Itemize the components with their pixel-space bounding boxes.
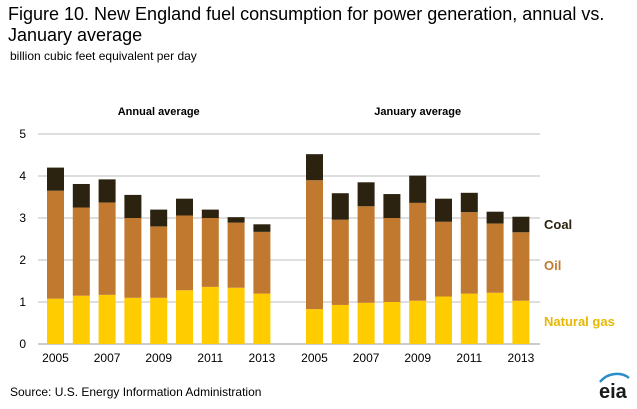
bar-natural-gas-2009 bbox=[150, 297, 168, 344]
bar-coal-2008 bbox=[124, 194, 142, 218]
bar-coal-2009 bbox=[150, 209, 168, 227]
bar-oil-2005 bbox=[47, 190, 64, 299]
x-tick-label: 2005 bbox=[301, 351, 328, 365]
bar-oil-2007 bbox=[357, 206, 375, 303]
logo-swoosh bbox=[599, 372, 630, 383]
bar-oil-2007 bbox=[98, 202, 116, 295]
panel-labels: Annual average January average bbox=[118, 106, 461, 118]
bar-natural-gas-2006 bbox=[331, 304, 349, 344]
bar-natural-gas-2011 bbox=[460, 293, 478, 344]
bar-oil-2008 bbox=[383, 218, 401, 302]
x-tick-label: 2007 bbox=[94, 351, 121, 365]
bar-oil-2010 bbox=[176, 215, 193, 291]
chart-title: Figure 10. New England fuel consumption … bbox=[8, 4, 605, 45]
x-tick-label: 2009 bbox=[404, 351, 431, 365]
bar-coal-2010 bbox=[435, 198, 452, 222]
bar-oil-2011 bbox=[201, 218, 219, 287]
legend-label-oil: Oil bbox=[544, 258, 561, 273]
bar-oil-2012 bbox=[486, 223, 504, 293]
bar-coal-2006 bbox=[72, 183, 90, 208]
bar-coal-2005 bbox=[306, 154, 323, 181]
legend-label-natural-gas: Natural gas bbox=[544, 314, 615, 329]
bar-natural-gas-2009 bbox=[409, 300, 427, 344]
grid-layer bbox=[38, 133, 540, 345]
bar-oil-2013 bbox=[512, 232, 530, 301]
x-tick-label: 2013 bbox=[249, 351, 276, 365]
y-tick-label: 0 bbox=[19, 337, 26, 351]
y-tick-label: 1 bbox=[19, 295, 26, 309]
bar-natural-gas-2010 bbox=[176, 290, 193, 344]
x-tick-label: 2011 bbox=[197, 351, 223, 365]
bar-oil-2010 bbox=[435, 221, 452, 297]
y-axis: 0 1 2 3 4 5 bbox=[19, 127, 26, 351]
panel-label: January average bbox=[374, 106, 461, 118]
bar-natural-gas-2007 bbox=[357, 302, 375, 344]
bar-natural-gas-2008 bbox=[383, 302, 401, 344]
legend-label-coal: Coal bbox=[544, 217, 572, 232]
bar-natural-gas-2008 bbox=[124, 297, 142, 344]
bar-natural-gas-2012 bbox=[227, 287, 245, 344]
bar-natural-gas-2007 bbox=[98, 294, 116, 344]
bar-natural-gas-2013 bbox=[512, 300, 530, 344]
x-tick-label: 2005 bbox=[42, 351, 69, 365]
eia-logo-icon: eia bbox=[599, 372, 630, 403]
bar-oil-2008 bbox=[124, 218, 142, 298]
bar-coal-2009 bbox=[409, 175, 427, 203]
y-tick-label: 4 bbox=[19, 169, 26, 183]
bar-natural-gas-2005 bbox=[47, 298, 64, 344]
x-tick-label: 2011 bbox=[456, 351, 482, 365]
bar-natural-gas-2005 bbox=[306, 309, 323, 344]
bar-oil-2006 bbox=[72, 207, 90, 296]
bar-oil-2005 bbox=[306, 180, 323, 310]
bar-coal-2012 bbox=[486, 211, 504, 224]
bar-coal-2011 bbox=[201, 209, 219, 218]
bar-oil-2009 bbox=[150, 226, 168, 298]
bar-coal-2011 bbox=[460, 192, 478, 213]
bar-coal-2012 bbox=[227, 217, 245, 223]
x-tick-label: 2009 bbox=[145, 351, 172, 365]
chart-subtitle: billion cubic feet equivalent per day bbox=[10, 49, 197, 63]
logo-wordmark: eia bbox=[599, 381, 628, 403]
bars-layer bbox=[47, 154, 530, 344]
x-tick-label: 2007 bbox=[353, 351, 380, 365]
bar-coal-2005 bbox=[47, 167, 64, 191]
bar-natural-gas-2012 bbox=[486, 292, 504, 344]
x-axis: 2005 2007 2009 2011 2013 2005 2007 2009 2011 2013 bbox=[42, 351, 534, 365]
panel-label: Annual average bbox=[118, 106, 200, 118]
bar-coal-2013 bbox=[512, 216, 530, 233]
bar-coal-2007 bbox=[357, 182, 375, 207]
bar-oil-2011 bbox=[460, 212, 478, 294]
bar-oil-2006 bbox=[331, 219, 349, 305]
bar-natural-gas-2010 bbox=[435, 296, 452, 344]
bar-coal-2010 bbox=[176, 198, 193, 216]
source-note: Source: U.S. Energy Information Administ… bbox=[10, 385, 262, 399]
y-tick-label: 5 bbox=[19, 127, 26, 141]
bar-coal-2013 bbox=[253, 224, 271, 232]
legend: Coal Oil Natural gas bbox=[544, 217, 615, 329]
bar-coal-2006 bbox=[331, 193, 349, 220]
eia-logo: eia bbox=[596, 370, 632, 404]
bar-oil-2012 bbox=[227, 222, 245, 288]
bar-oil-2009 bbox=[409, 202, 427, 301]
bar-oil-2013 bbox=[253, 231, 271, 294]
bar-natural-gas-2011 bbox=[201, 286, 219, 344]
x-tick-label: 2013 bbox=[508, 351, 535, 365]
bar-coal-2008 bbox=[383, 194, 401, 218]
bar-coal-2007 bbox=[98, 179, 116, 203]
bar-natural-gas-2006 bbox=[72, 295, 90, 344]
bar-natural-gas-2013 bbox=[253, 293, 271, 344]
y-tick-label: 2 bbox=[19, 253, 26, 267]
y-tick-label: 3 bbox=[19, 211, 26, 225]
